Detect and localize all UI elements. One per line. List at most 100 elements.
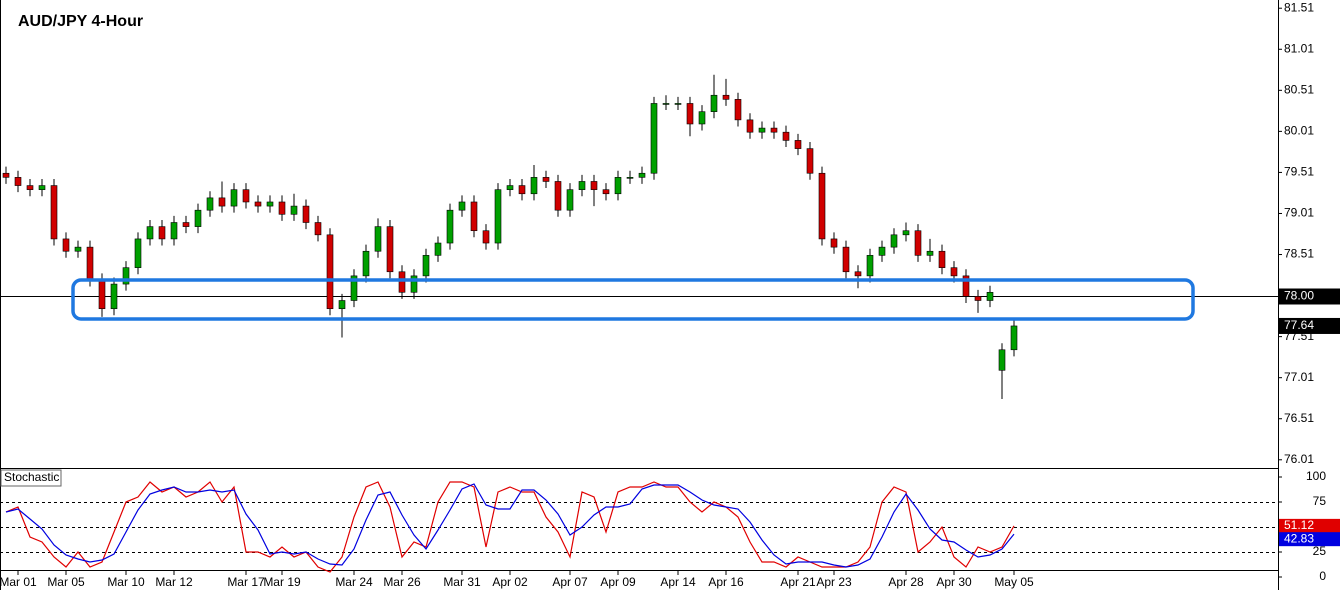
candle-body <box>206 197 214 211</box>
candle-body <box>446 209 454 244</box>
candle-body <box>938 250 946 268</box>
candle-body <box>794 140 802 149</box>
candle-body <box>962 275 970 297</box>
candle-body <box>506 185 514 190</box>
candle-body <box>254 201 262 207</box>
candle-body <box>590 181 598 190</box>
stochastic-line <box>5 483 1015 568</box>
candle-body <box>926 250 934 256</box>
x-tick-label: Apr 28 <box>888 575 924 589</box>
candle-body <box>650 103 658 174</box>
candle-body <box>434 242 442 256</box>
candle-body <box>710 94 718 112</box>
y-tick-label: 81.01 <box>1284 41 1314 55</box>
candle-body <box>542 177 550 182</box>
x-tick-label: Mar 26 <box>383 575 421 589</box>
y-tick-label: 76.51 <box>1284 411 1314 425</box>
candle-body <box>698 111 706 125</box>
candle-body <box>806 148 814 174</box>
candle-body <box>686 103 694 125</box>
candle-body <box>758 127 766 133</box>
candle-body <box>422 255 430 277</box>
candle-body <box>734 99 742 121</box>
candle-body <box>26 185 34 190</box>
current-price-box <box>1279 317 1340 334</box>
x-tick-label: Apr 21 <box>780 575 816 589</box>
candle-body <box>518 185 526 195</box>
candle-body <box>494 189 502 244</box>
x-tick-label: Apr 14 <box>660 575 696 589</box>
candle-body <box>2 172 10 178</box>
candle-body <box>554 181 562 211</box>
y-tick-label: 78.51 <box>1284 247 1314 261</box>
candle-body <box>242 189 250 203</box>
candle-body <box>122 267 130 285</box>
x-tick-label: Apr 09 <box>600 575 636 589</box>
y-tick-label: 80.51 <box>1284 82 1314 96</box>
candle-body <box>662 103 670 105</box>
candle-body <box>722 94 730 100</box>
candle-body <box>350 275 358 301</box>
price-level-box <box>1279 288 1340 305</box>
candle-body <box>986 291 994 301</box>
candle-body <box>302 205 310 223</box>
candle-body <box>158 226 166 240</box>
candle-body <box>638 172 646 178</box>
candle-body <box>626 177 634 179</box>
indicator-label: Stochastic <box>4 470 59 484</box>
candle-body <box>914 230 922 256</box>
price-level-label: 78.00 <box>1284 289 1314 303</box>
candle-body <box>470 201 478 232</box>
y-tick-label: 75 <box>1313 494 1327 508</box>
candle-body <box>170 222 178 240</box>
candle-body <box>86 246 94 281</box>
y-tick-label: 25 <box>1313 544 1327 558</box>
value-box <box>1279 518 1340 533</box>
candle-body <box>374 226 382 252</box>
x-tick-label: Apr 30 <box>936 575 972 589</box>
candle-body <box>578 181 586 190</box>
x-tick-label: Mar 17 <box>227 575 265 589</box>
candle-body <box>14 177 22 186</box>
candle-body <box>950 267 958 277</box>
y-tick-label: 76.01 <box>1284 452 1314 466</box>
candle-body <box>830 238 838 248</box>
y-tick-label: 100 <box>1306 469 1326 483</box>
candle-body <box>38 185 46 190</box>
x-tick-label: Apr 07 <box>552 575 588 589</box>
y-tick-label: 81.51 <box>1284 0 1314 14</box>
indicator-label-box <box>0 469 62 487</box>
x-tick-label: Mar 19 <box>263 575 301 589</box>
candle-body <box>134 238 142 268</box>
candle-body <box>230 189 238 207</box>
candle-body <box>482 230 490 244</box>
candle-body <box>602 189 610 195</box>
value-box-label: 51.12 <box>1284 518 1314 532</box>
x-tick-label: Mar 05 <box>47 575 85 589</box>
candle-body <box>62 238 70 252</box>
candle-body <box>50 185 58 240</box>
candle-body <box>74 246 82 252</box>
candle-body <box>614 177 622 195</box>
x-tick-label: Apr 16 <box>708 575 744 589</box>
candle-body <box>770 127 778 133</box>
candle-body <box>362 250 370 277</box>
x-tick-label: Mar 01 <box>0 575 37 589</box>
value-box-label: 42.83 <box>1284 531 1314 545</box>
y-tick-label: 79.51 <box>1284 165 1314 179</box>
candle-body <box>854 271 862 277</box>
candle-body <box>314 222 322 236</box>
candle-body <box>218 197 226 207</box>
x-tick-label: Mar 12 <box>155 575 193 589</box>
candle-body <box>182 222 190 227</box>
candle-body <box>398 271 406 293</box>
candle-body <box>98 279 106 310</box>
candle-body <box>566 189 574 211</box>
candle-body <box>746 119 754 133</box>
candle-body <box>278 201 286 215</box>
candle-body <box>458 201 466 211</box>
candle-body <box>878 246 886 256</box>
candle-body <box>326 234 334 310</box>
candle-body <box>338 300 346 310</box>
